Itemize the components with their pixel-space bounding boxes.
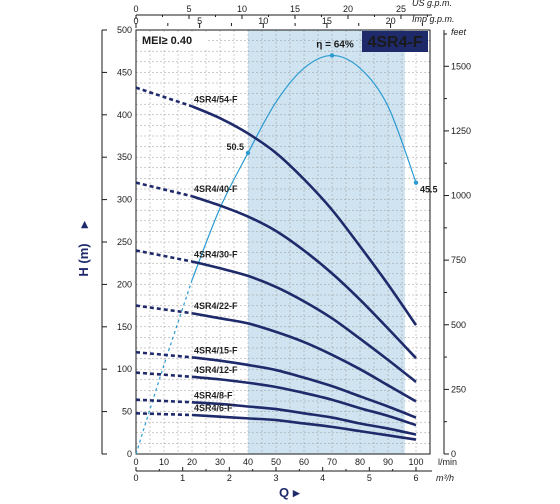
plot-frame [135, 29, 431, 455]
us-gpm-tick-label: 20 [343, 4, 353, 14]
us-gpm-tick-label: 10 [237, 4, 247, 14]
imp-gpm-tick-label: 15 [322, 16, 332, 26]
y-axis-arrow: ▸ [76, 220, 91, 229]
feet-tick-label: 1250 [451, 126, 471, 136]
m3h-tick-label: 2 [227, 473, 232, 483]
title-background [362, 31, 428, 52]
x-axis-title: Q [279, 485, 289, 500]
efficiency-left-label: 50.5 [226, 142, 244, 152]
y-tick-label: 50 [122, 407, 132, 417]
x-tick-label: 40 [243, 457, 253, 467]
feet-tick-label: 1000 [451, 191, 471, 201]
us-gpm-tick-label: 15 [290, 4, 300, 14]
x-tick-label: 90 [383, 457, 393, 467]
m3h-tick-label: 5 [367, 473, 372, 483]
feet-tick-label: 500 [451, 320, 466, 330]
y-tick-label: 400 [117, 110, 132, 120]
curve-dashed-4sr4-8-f [135, 398, 193, 404]
y-tick-label: 450 [117, 67, 132, 77]
curve-dashed-4sr4-22-f [135, 304, 193, 315]
x-tick-label: 20 [187, 457, 197, 467]
curve-label-4sr4-30-f: 4SR4/30-F [194, 250, 238, 260]
y-tick-label: 0 [127, 449, 132, 459]
curve-dashed-4sr4-40-f [135, 181, 193, 198]
efficiency-curve-dashed [135, 279, 193, 455]
curve-label-4sr4-54-f: 4SR4/54-F [194, 94, 238, 104]
feet-unit-label: feet [451, 27, 467, 37]
efficiency-right-label: 45.5 [420, 185, 438, 195]
curve-label-4sr4-40-f: 4SR4/40-F [194, 184, 238, 194]
y-tick-label: 300 [117, 195, 132, 205]
efficiency-point [245, 150, 251, 156]
curve-4sr4-12-f [191, 375, 417, 427]
us-gpm-tick-label: 0 [133, 4, 138, 14]
mei-background [138, 32, 208, 48]
imp-gpm-tick-label: 0 [133, 16, 138, 26]
curve-label-4sr4-6-f: 4SR4/6-F [194, 403, 233, 413]
us-gpm-tick-label: 5 [186, 4, 191, 14]
imp-gpm-tick-label: 10 [258, 16, 268, 26]
y-tick-label: 200 [117, 279, 132, 289]
feet-tick-label: 0 [451, 449, 456, 459]
x-tick-label: 80 [355, 457, 365, 467]
curve-label-4sr4-12-f: 4SR4/12-F [194, 365, 238, 375]
x-tick-label: 60 [299, 457, 309, 467]
m3h-tick-label: 3 [273, 473, 278, 483]
x-tick-label: 10 [159, 457, 169, 467]
y-tick-label: 350 [117, 152, 132, 162]
curve-dashed-4sr4-6-f [135, 411, 193, 417]
feet-tick-label: 750 [451, 255, 466, 265]
feet-tick-label: 250 [451, 384, 466, 394]
m3h-tick-label: 4 [320, 473, 325, 483]
imp-gpm-tick-label: 5 [197, 16, 202, 26]
curve-4sr4-15-f [191, 356, 417, 419]
curve-4sr4-30-f [191, 260, 417, 383]
curve-dashed-4sr4-54-f [135, 86, 193, 108]
curve-dashed-4sr4-30-f [135, 249, 193, 263]
curve-4sr4-8-f [191, 400, 417, 436]
curve-dashed-4sr4-12-f [135, 371, 193, 379]
x-tick-label: 70 [327, 457, 337, 467]
curve-dashed-4sr4-15-f [135, 350, 193, 359]
m3h-tick-label: 6 [413, 473, 418, 483]
curve-label-4sr4-8-f: 4SR4/8-F [194, 390, 233, 400]
x-tick-label: 0 [133, 457, 138, 467]
chart-title: 4SR4-F [367, 34, 422, 51]
m3h-tick-label: 0 [133, 473, 138, 483]
pump-curves: 4SR4/54-F 4SR4/40-F 4SR4/30-F 4SR4/22-F 4SR4… [135, 86, 418, 441]
us-gpm-unit-label: US g.p.m. [412, 0, 452, 8]
x-unit-label: l/min [438, 457, 457, 467]
y-axis-title: H (m) [76, 243, 91, 276]
curve-label-4sr4-22-f: 4SR4/22-F [194, 301, 238, 311]
efficiency-peak-label: η = 64% [316, 39, 354, 50]
y-tick-label: 250 [117, 237, 132, 247]
x-axis-arrow: ▸ [292, 485, 301, 500]
imp-gpm-unit-label: Imp g.p.m. [412, 14, 455, 24]
efficiency-curve [191, 54, 417, 281]
us-gpm-tick-label: 25 [396, 4, 406, 14]
curve-4sr4-22-f [191, 311, 417, 403]
y-tick-label: 100 [117, 364, 132, 374]
efficiency-curve-group: η = 64% 50.5 45.5 [135, 39, 438, 455]
y-tick-label: 500 [117, 25, 132, 35]
m3h-tick-label: 1 [180, 473, 185, 483]
mei-label: MEI≥ 0.40 [142, 35, 192, 47]
y-tick-label: 150 [117, 322, 132, 332]
efficiency-point [329, 53, 335, 58]
curve-4sr4-54-f [191, 105, 418, 326]
x-tick-label: 50 [271, 457, 281, 467]
efficiency-point [413, 180, 419, 185]
x-tick-label: 30 [215, 457, 225, 467]
curve-4sr4-40-f [191, 194, 417, 360]
chart-title-box: 4SR4-F MEI≥ 0.40 [138, 31, 428, 52]
x-tick-label: 100 [408, 457, 423, 467]
feet-tick-label: 1500 [451, 61, 471, 71]
curve-label-4sr4-15-f: 4SR4/15-F [194, 345, 238, 355]
imp-gpm-tick-label: 20 [386, 16, 396, 26]
m3h-unit-label: m³/h [436, 473, 454, 483]
curve-4sr4-6-f [191, 413, 417, 441]
